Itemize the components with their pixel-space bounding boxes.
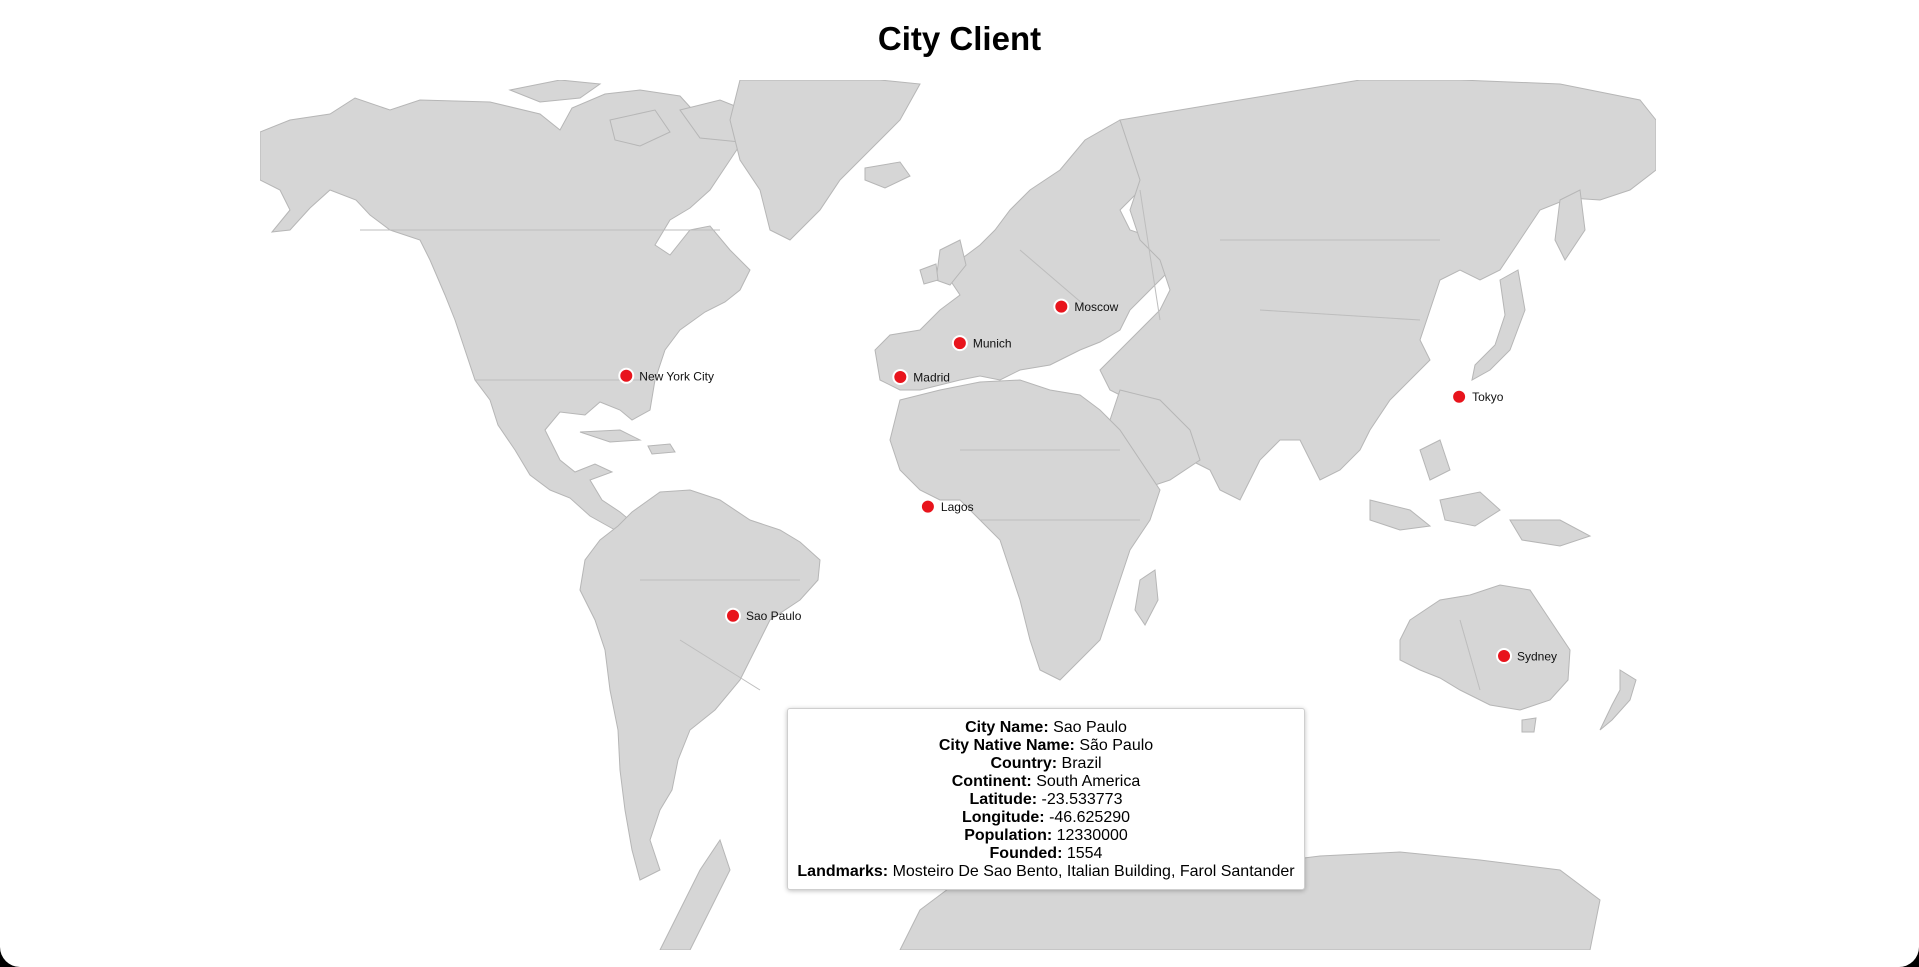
city-marker-moscow[interactable]: Moscow (1053, 298, 1119, 315)
city-marker-munich[interactable]: Munich (951, 335, 1012, 352)
greenland (729, 80, 921, 241)
city-label[interactable]: Lagos (941, 500, 974, 514)
city-label[interactable]: Munich (973, 337, 1012, 351)
city-dot[interactable] (1451, 388, 1468, 405)
info-latitude: Latitude: -23.533773 (969, 791, 1123, 808)
city-label[interactable]: Tokyo (1472, 390, 1504, 404)
info-country: Country: Brazil (990, 755, 1102, 772)
madagascar (1134, 569, 1159, 626)
city-markers[interactable]: New York City Sao Paulo Madrid Munich Moscow… (618, 298, 1557, 664)
country-borders (360, 189, 1481, 691)
info-founded: Founded: 1554 (989, 845, 1103, 862)
info-longitude: Longitude: -46.625290 (961, 809, 1131, 826)
land-layer (260, 80, 1656, 950)
south-america (579, 489, 821, 881)
city-dot[interactable] (951, 335, 968, 352)
iceland (864, 161, 911, 189)
city-label[interactable]: New York City (639, 369, 714, 383)
world-map[interactable]: New York City Sao Paulo Madrid Munich Moscow… (260, 80, 1656, 950)
city-dot[interactable] (1053, 298, 1070, 315)
info-population: Population: 12330000 (964, 827, 1128, 844)
city-marker-sydney[interactable]: Sydney (1496, 647, 1557, 664)
city-label[interactable]: Sydney (1517, 649, 1557, 663)
info-continent: Continent: South America (951, 773, 1141, 790)
new-zealand (1599, 669, 1637, 731)
asia (1099, 80, 1656, 501)
city-marker-madrid[interactable]: Madrid (892, 369, 950, 386)
city-dot[interactable] (1496, 647, 1513, 664)
page-title: City Client (877, 20, 1042, 57)
city-marker-lagos[interactable]: Lagos (919, 498, 974, 515)
city-label[interactable]: Sao Paulo (746, 609, 802, 623)
info-city-name: City Name: Sao Paulo (965, 719, 1127, 736)
city-dot[interactable] (919, 498, 936, 515)
info-landmarks: Landmarks: Mosteiro De Sao Bento, Italia… (797, 863, 1295, 880)
australia (1399, 584, 1571, 711)
city-dot[interactable] (892, 369, 909, 386)
africa (889, 379, 1161, 681)
city-marker-new-york-city[interactable]: New York City (618, 367, 714, 384)
city-label[interactable]: Madrid (913, 371, 950, 385)
info-native-name: City Native Name: São Paulo (938, 737, 1154, 754)
city-dot[interactable] (618, 367, 635, 384)
city-dot[interactable] (724, 607, 741, 624)
city-marker-sao-paulo[interactable]: Sao Paulo (724, 607, 802, 624)
japan (1471, 269, 1526, 381)
city-marker-tokyo[interactable]: Tokyo (1451, 388, 1504, 405)
city-info-panel: City Name: Sao Paulo City Native Name: S… (787, 708, 1305, 890)
north-america (260, 89, 751, 531)
city-label[interactable]: Moscow (1074, 300, 1118, 314)
